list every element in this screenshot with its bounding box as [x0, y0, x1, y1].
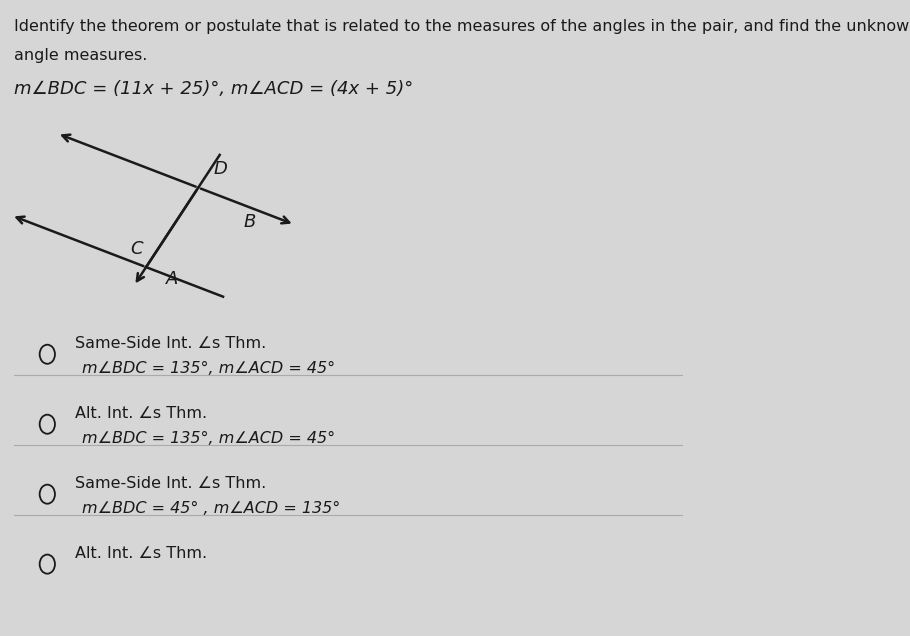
Text: Alt. Int. ∠s Thm.: Alt. Int. ∠s Thm.: [76, 406, 207, 422]
Text: D: D: [214, 160, 228, 178]
Text: C: C: [130, 240, 143, 258]
Text: Alt. Int. ∠s Thm.: Alt. Int. ∠s Thm.: [76, 546, 207, 562]
Text: m∠BDC = 135°, m∠ACD = 45°: m∠BDC = 135°, m∠ACD = 45°: [82, 361, 335, 376]
Text: Identify the theorem or postulate that is related to the measures of the angles : Identify the theorem or postulate that i…: [14, 19, 910, 34]
Text: m∠BDC = (11x + 25)°, m∠ACD = (4x + 5)°: m∠BDC = (11x + 25)°, m∠ACD = (4x + 5)°: [14, 80, 413, 97]
Text: Same-Side Int. ∠s Thm.: Same-Side Int. ∠s Thm.: [76, 476, 267, 492]
Text: A: A: [166, 270, 178, 288]
Text: m∠BDC = 45° , m∠ACD = 135°: m∠BDC = 45° , m∠ACD = 135°: [82, 501, 340, 516]
Text: m∠BDC = 135°, m∠ACD = 45°: m∠BDC = 135°, m∠ACD = 45°: [82, 431, 335, 446]
Text: angle measures.: angle measures.: [14, 48, 147, 63]
Text: Same-Side Int. ∠s Thm.: Same-Side Int. ∠s Thm.: [76, 336, 267, 352]
Text: B: B: [244, 213, 256, 231]
